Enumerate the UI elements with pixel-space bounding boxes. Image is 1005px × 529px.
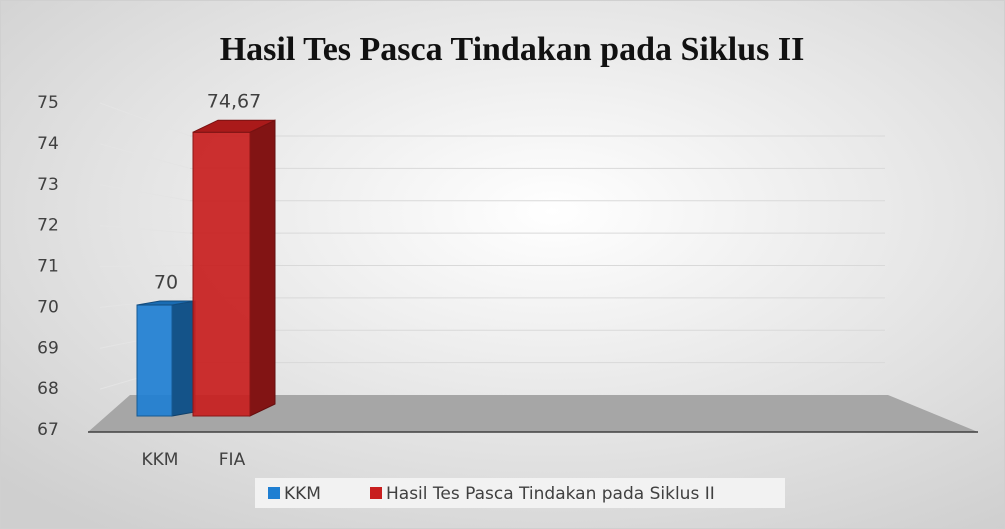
x-tick-label: KKM <box>142 450 179 470</box>
bar-top <box>192 119 276 133</box>
grid-line <box>99 225 191 234</box>
bar-side <box>171 300 196 417</box>
legend-swatch <box>370 487 382 499</box>
data-label: 70 <box>154 272 178 294</box>
y-tick-label: 75 <box>37 93 59 113</box>
y-tick-label: 67 <box>37 420 59 440</box>
grid-line <box>99 143 191 169</box>
bar <box>192 131 251 417</box>
grid-line <box>99 184 191 202</box>
legend-label: KKM <box>284 484 321 504</box>
bar-side <box>249 119 276 417</box>
chart-title: Hasil Tes Pasca Tindakan pada Siklus II <box>220 31 805 68</box>
y-tick-label: 72 <box>37 216 59 236</box>
legend-label: Hasil Tes Pasca Tindakan pada Siklus II <box>386 484 715 504</box>
grid-line <box>99 102 191 137</box>
grid-line <box>99 297 191 308</box>
bar <box>136 304 173 417</box>
x-tick-label: FIA <box>219 450 246 470</box>
y-tick-label: 70 <box>37 297 59 317</box>
y-tick-label: 74 <box>37 134 59 154</box>
y-tick-label: 71 <box>37 257 59 277</box>
floor <box>88 395 978 432</box>
legend-box <box>255 478 785 508</box>
y-tick-label: 73 <box>37 175 59 195</box>
y-tick-label: 68 <box>37 379 59 399</box>
legend-swatch <box>268 487 280 499</box>
grid-line <box>99 265 191 267</box>
y-tick-label: 69 <box>37 338 59 358</box>
data-label: 74,67 <box>207 91 261 113</box>
